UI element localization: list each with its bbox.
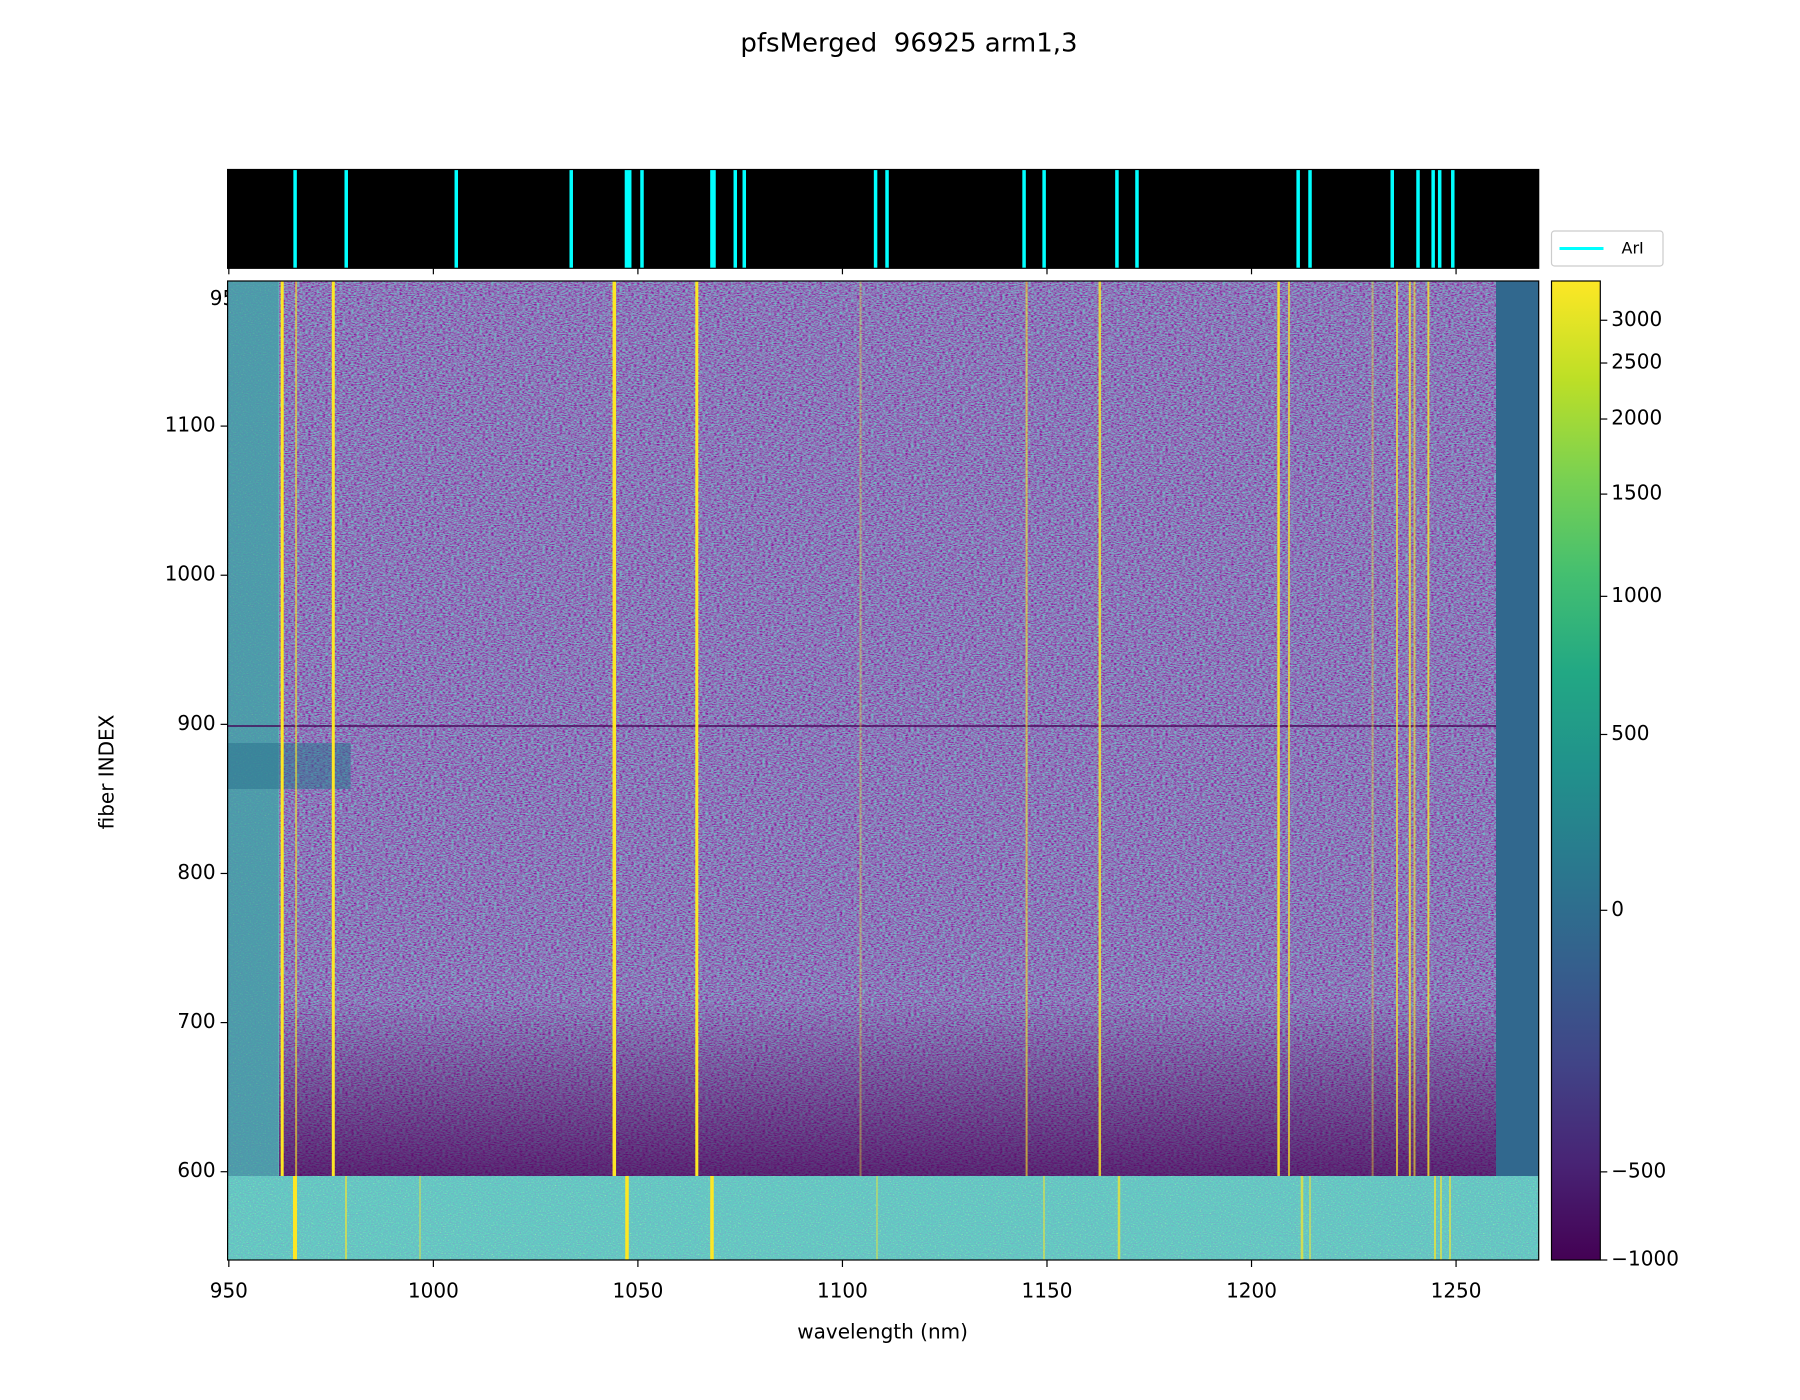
x-tick-label: 1050 bbox=[612, 1279, 663, 1303]
colorbar-tick-label: 1500 bbox=[1611, 481, 1662, 505]
colorbar-tick-label: −500 bbox=[1611, 1158, 1666, 1182]
y-tick-label: 600 bbox=[177, 1158, 215, 1182]
colorbar-tick-label: 1000 bbox=[1611, 583, 1662, 607]
y-tick-label: 800 bbox=[177, 860, 215, 884]
x-tick-label: 1100 bbox=[817, 1279, 868, 1303]
left-patch bbox=[227, 743, 351, 789]
image-content bbox=[227, 281, 1539, 1260]
y-tick-label: 1000 bbox=[165, 562, 216, 586]
y-tick-label: 1100 bbox=[165, 413, 216, 437]
right-strip bbox=[1496, 281, 1539, 1176]
colorbar-gradient bbox=[1550, 280, 1601, 1261]
y-tick-label: 900 bbox=[177, 711, 215, 735]
y-tick-label: 700 bbox=[177, 1009, 215, 1033]
x-tick-label: 1200 bbox=[1226, 1279, 1277, 1303]
y-axis-label: fiber INDEX bbox=[95, 714, 119, 829]
x-tick-label: 1250 bbox=[1431, 1279, 1482, 1303]
legend-label: ArI bbox=[1622, 239, 1644, 258]
colorbar-tick-label: 0 bbox=[1611, 897, 1624, 921]
figure-title: pfsMerged 96925 arm1,3 bbox=[740, 29, 1077, 59]
strip-background bbox=[227, 169, 1539, 269]
x-tick-label: 1000 bbox=[408, 1279, 459, 1303]
x-axis-label: wavelength (nm) bbox=[797, 1320, 968, 1344]
colorbar-tick-label: 3000 bbox=[1611, 307, 1662, 331]
axes: 950 1000 1050 1100 1150 1200 1250 600 700 800 900 1… bbox=[95, 280, 1540, 1344]
bottom-band bbox=[227, 1176, 1539, 1260]
image-panel bbox=[227, 281, 1539, 1260]
colorbar: −1000 −500 0 500 1000 1500 2000 2500 3000 bbox=[1550, 280, 1679, 1271]
x-tick-label: 1150 bbox=[1022, 1279, 1073, 1303]
left-strip bbox=[227, 281, 279, 1176]
strip-frame bbox=[227, 168, 1540, 269]
left-strip-tint bbox=[227, 281, 279, 1176]
colorbar-tick-label: 2500 bbox=[1611, 350, 1662, 374]
colorbar-tick-label: −1000 bbox=[1611, 1247, 1679, 1271]
x-tick-label: 950 bbox=[210, 1279, 248, 1303]
image-shade bbox=[227, 1000, 1539, 1176]
legend-box bbox=[1550, 230, 1664, 267]
colorbar-tick-label: 500 bbox=[1611, 721, 1649, 745]
image-frame bbox=[227, 280, 1540, 1261]
colorbar-tick-label: 2000 bbox=[1611, 406, 1662, 430]
